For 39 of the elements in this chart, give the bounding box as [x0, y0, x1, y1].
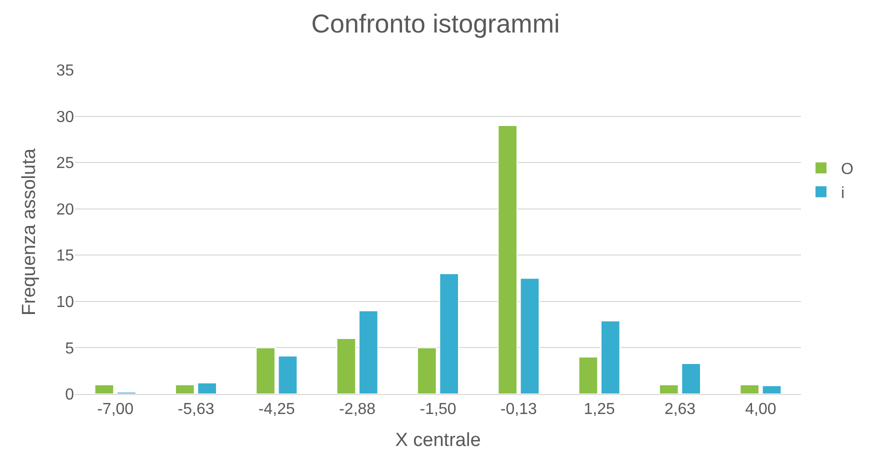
bar — [498, 125, 518, 394]
bar — [174, 384, 195, 394]
x-tick-label: 2,63 — [664, 401, 696, 418]
bar — [740, 384, 760, 394]
y-tick-label: 25 — [56, 155, 74, 172]
legend-label: i — [841, 184, 845, 202]
bar — [416, 347, 437, 394]
y-tick-label: 15 — [56, 248, 74, 265]
y-tick-label: 10 — [56, 294, 74, 312]
x-tick-label: -1,50 — [420, 401, 456, 418]
bar — [336, 338, 356, 394]
bar — [197, 382, 218, 394]
bar — [520, 278, 540, 394]
bar — [578, 356, 598, 394]
chart-title: Confronto istogrammi — [311, 8, 560, 38]
x-axis-title: X centrale — [395, 430, 481, 451]
y-axis-title: Frequenza assoluta — [19, 148, 40, 316]
legend-label: O — [841, 161, 854, 178]
x-tick-label: 4,00 — [745, 401, 776, 418]
bar — [439, 273, 460, 394]
bar — [658, 384, 679, 394]
bar — [278, 356, 298, 394]
y-tick-label: 35 — [56, 62, 74, 80]
y-tick-label: 20 — [56, 201, 74, 218]
bar — [762, 385, 782, 394]
bar — [600, 320, 620, 394]
bar — [94, 384, 114, 394]
x-tick-label: -5,63 — [178, 401, 214, 418]
y-tick-label: 30 — [56, 108, 74, 126]
x-tick-label: -0,13 — [500, 401, 538, 418]
x-tick-label: -2,88 — [339, 401, 376, 418]
x-tick-label: -4,25 — [258, 401, 296, 418]
bar — [256, 347, 276, 394]
x-tick-label: 1,25 — [584, 401, 615, 418]
y-tick-label: 5 — [65, 340, 74, 358]
bar — [681, 362, 702, 394]
y-tick-label: 0 — [65, 386, 74, 404]
bar — [358, 310, 378, 394]
x-tick-label: -7,00 — [97, 401, 134, 418]
